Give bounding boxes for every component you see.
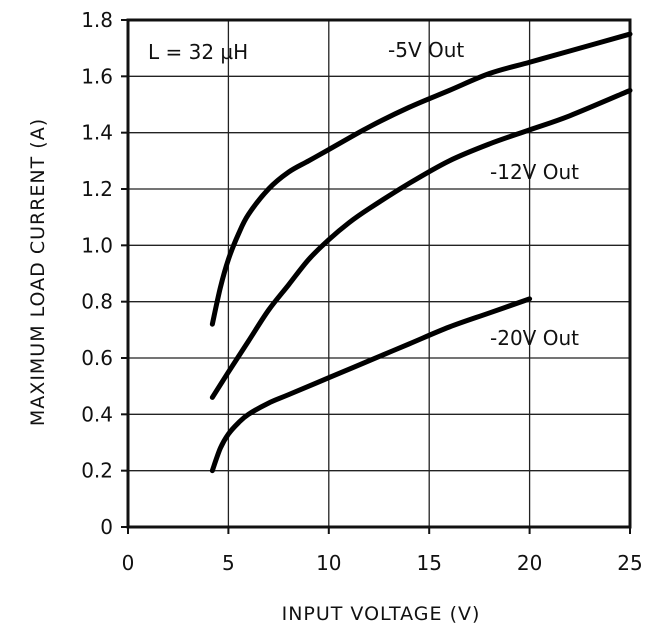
x-tick-label: 25 bbox=[617, 551, 642, 575]
inductance-annotation: L = 32 µH bbox=[148, 40, 248, 64]
series-20v-out-line bbox=[209, 296, 533, 474]
series-lines bbox=[209, 31, 633, 474]
x-tick-label: 15 bbox=[416, 551, 441, 575]
y-tick-label: 0 bbox=[100, 515, 113, 539]
series-label-5v: -5V Out bbox=[388, 38, 464, 62]
y-tick-label: 1.2 bbox=[81, 177, 113, 201]
y-tick-label: 0.4 bbox=[81, 402, 113, 426]
x-tick-label: 10 bbox=[316, 551, 341, 575]
y-axis-title: MAXIMUM LOAD CURRENT (A) bbox=[27, 118, 49, 426]
y-tick-labels: 0 0.2 0.4 0.6 0.8 1.0 1.2 1.4 1.6 1.8 bbox=[81, 8, 128, 539]
y-tick-label: 1.6 bbox=[81, 64, 113, 88]
y-tick-label: 0.2 bbox=[81, 459, 113, 483]
y-tick-label: 0.8 bbox=[81, 290, 113, 314]
y-tick-label: 1.8 bbox=[81, 8, 113, 32]
y-tick-label: 1.0 bbox=[81, 233, 113, 257]
x-tick-label: 5 bbox=[222, 551, 235, 575]
y-tick-label: 1.4 bbox=[81, 121, 113, 145]
series-label-20v: -20V Out bbox=[490, 326, 579, 350]
plot-frame bbox=[126, 18, 632, 529]
x-tick-label: 0 bbox=[122, 551, 135, 575]
y-tick-label: 0.6 bbox=[81, 346, 113, 370]
grid bbox=[128, 20, 630, 527]
x-tick-labels: 0 5 10 15 20 25 bbox=[122, 527, 643, 575]
x-axis-title: INPUT VOLTAGE (V) bbox=[282, 603, 481, 625]
series-12v-out-line bbox=[209, 87, 633, 400]
x-tick-label: 20 bbox=[517, 551, 542, 575]
series-label-12v: -12V Out bbox=[490, 160, 579, 184]
series-5v-out-line bbox=[209, 31, 633, 327]
